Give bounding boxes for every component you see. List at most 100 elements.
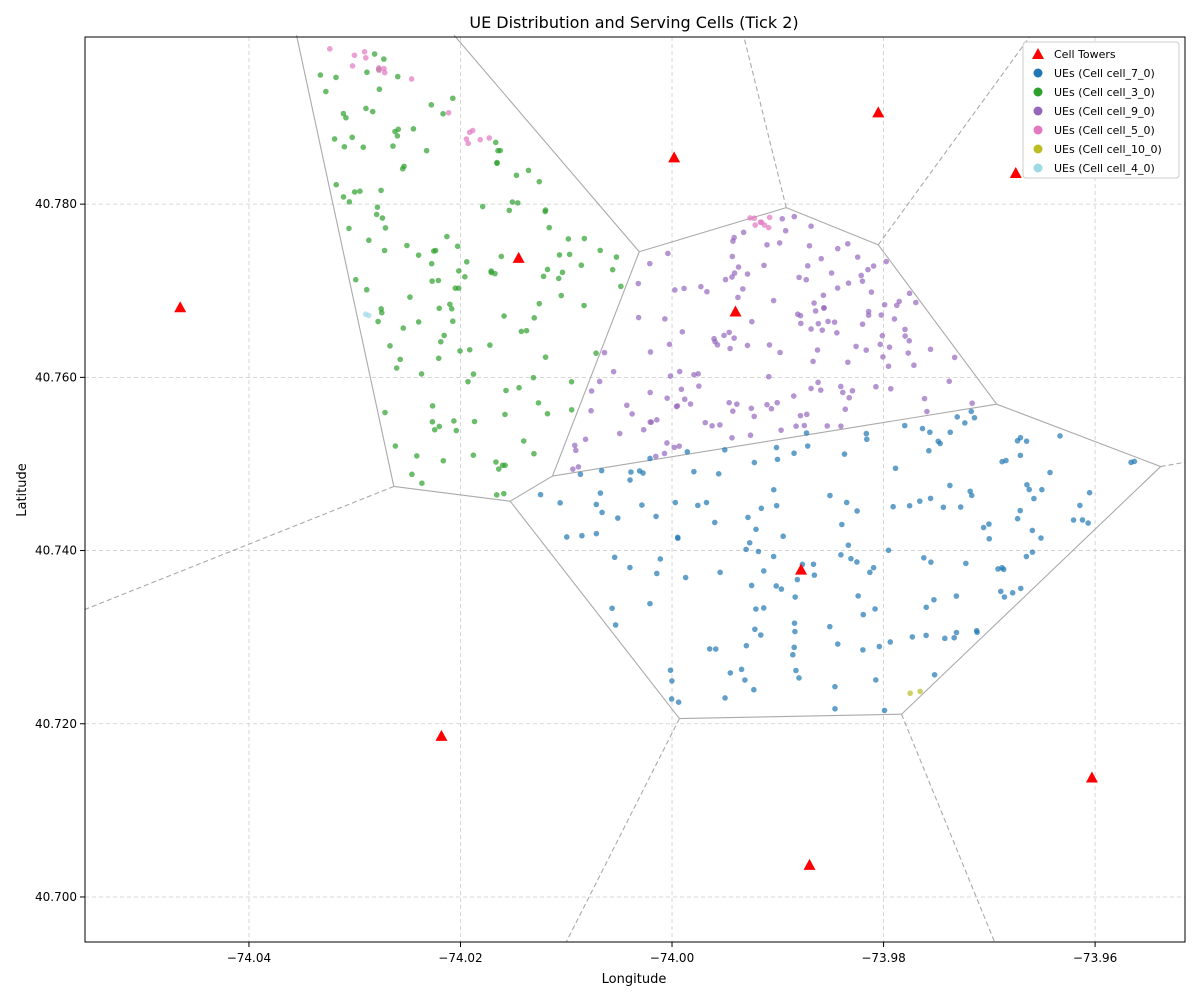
ue-point	[722, 276, 729, 283]
ue-point	[709, 423, 715, 429]
ue-point	[876, 643, 883, 650]
ue-point	[731, 270, 738, 276]
ue-point	[814, 347, 821, 353]
ue-point	[796, 274, 802, 281]
ue-point	[727, 345, 733, 352]
ue-point	[953, 629, 960, 636]
ue-point	[885, 547, 892, 554]
ue-point	[540, 273, 547, 280]
ue-point	[924, 408, 930, 415]
ue-point	[770, 486, 777, 493]
ue-point	[768, 405, 775, 412]
ue-point	[571, 442, 578, 449]
ue-point	[448, 306, 455, 312]
ue-point	[653, 513, 659, 520]
ue-point	[906, 502, 913, 509]
ue-point	[917, 688, 923, 695]
ue-point	[635, 280, 642, 287]
ue-point	[664, 395, 670, 401]
ue-point	[470, 452, 477, 458]
ue-point	[848, 555, 854, 562]
ue-point	[834, 641, 841, 647]
ue-point	[867, 569, 873, 576]
ue-point	[803, 430, 810, 436]
ue-point	[766, 214, 773, 221]
ue-point	[431, 426, 438, 433]
ue-point	[609, 266, 616, 273]
ue-point	[834, 329, 840, 336]
ue-point	[887, 639, 894, 645]
ue-point	[742, 677, 748, 683]
ue-point	[1001, 594, 1008, 600]
ue-point	[980, 524, 987, 531]
legend-label: Cell Towers	[1054, 48, 1116, 61]
ue-point	[394, 73, 401, 80]
ue-point	[1017, 452, 1024, 459]
ue-point	[907, 690, 913, 697]
ue-point	[919, 425, 926, 432]
ue-point	[1086, 489, 1093, 496]
ue-point	[885, 363, 892, 370]
ue-point	[593, 350, 599, 356]
voronoi-edge	[877, 244, 998, 405]
ue-point	[628, 469, 634, 475]
x-tick-label: −73.98	[861, 951, 905, 965]
ue-point	[444, 233, 450, 240]
ue-point	[671, 444, 678, 451]
ue-point	[679, 329, 686, 335]
ue-point	[905, 350, 912, 356]
ue-point	[647, 349, 654, 355]
ue-point	[841, 451, 848, 457]
ue-point	[369, 108, 376, 115]
ue-point	[536, 178, 543, 185]
ue-point	[815, 320, 822, 327]
ue-point	[516, 384, 522, 391]
ue-point	[743, 642, 750, 649]
ue-point	[1023, 438, 1030, 444]
voronoi-edge	[786, 207, 879, 246]
ue-point	[770, 553, 777, 560]
ue-point	[731, 335, 737, 341]
ue-point	[445, 109, 452, 116]
ue-point	[927, 495, 934, 502]
ue-point	[525, 167, 532, 174]
voronoi-ray	[877, 36, 1030, 246]
ue-point	[374, 204, 381, 210]
ue-point	[854, 254, 861, 260]
ue-point	[418, 371, 425, 377]
ue-point	[951, 354, 958, 361]
ue-point	[513, 172, 520, 179]
ue-point	[428, 102, 435, 108]
ue-point	[463, 259, 470, 265]
ue-point	[957, 504, 964, 510]
ue-point	[902, 326, 908, 333]
ue-point	[845, 542, 852, 548]
ue-point	[873, 383, 879, 390]
ue-point	[477, 136, 484, 143]
ue-point	[415, 319, 422, 325]
ue-point	[639, 502, 645, 508]
ue-point	[986, 521, 992, 527]
y-tick-label: 40.780	[35, 197, 77, 211]
ue-point	[596, 378, 603, 385]
ue-point	[817, 387, 824, 393]
ue-point	[653, 453, 659, 460]
ue-point	[509, 199, 516, 205]
ue-point	[1014, 515, 1021, 522]
ue-point	[423, 147, 430, 154]
ue-point	[971, 414, 978, 421]
legend-marker-circle	[1033, 87, 1043, 97]
legend-label: UEs (Cell cell_5_0)	[1054, 124, 1155, 137]
ue-point	[778, 586, 785, 592]
ue-point	[825, 318, 831, 325]
ue-point	[845, 359, 851, 366]
ue-point	[1026, 486, 1033, 493]
ue-point	[492, 139, 499, 146]
ue-point	[773, 502, 780, 509]
ue-point	[662, 316, 668, 322]
voronoi-edge	[296, 35, 395, 487]
ue-point	[681, 285, 687, 292]
ue-point	[613, 254, 620, 260]
ue-point	[1057, 433, 1063, 439]
ue-point	[881, 301, 888, 308]
